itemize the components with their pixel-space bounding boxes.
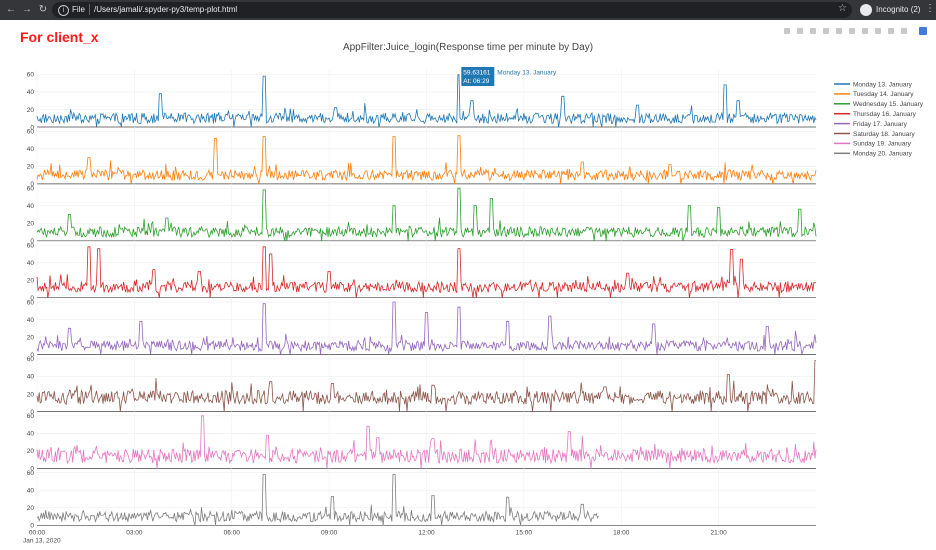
y-tick-label: 60 — [27, 129, 35, 136]
y-tick-label: 0 — [30, 352, 34, 359]
y-tick-label: 40 — [27, 431, 35, 438]
reset-axes-icon[interactable] — [860, 26, 870, 36]
incognito-label[interactable]: Incognito (2) — [876, 5, 921, 14]
y-tick-label: 20 — [27, 505, 35, 512]
y-tick-label: 20 — [27, 277, 35, 284]
x-tick-label: 18:00 — [613, 529, 630, 536]
x-axis-date-label: Jan 13, 2020 — [23, 537, 61, 544]
series-line[interactable] — [36, 74, 817, 128]
series-line[interactable] — [36, 246, 817, 298]
x-tick-label: 00:00 — [29, 529, 46, 536]
y-tick-label: 40 — [27, 260, 35, 267]
chart-title: AppFilter:Juice_login(Response time per … — [342, 42, 594, 53]
y-tick-label: 40 — [27, 89, 35, 96]
legend-item[interactable]: Tuesday 14. January — [853, 91, 914, 98]
reload-icon[interactable]: ↻ — [38, 4, 48, 15]
incognito-icon[interactable] — [860, 4, 872, 16]
y-tick-label: 40 — [27, 488, 35, 495]
y-tick-label: 0 — [30, 238, 34, 245]
y-tick-label: 0 — [30, 523, 34, 530]
x-tick-label: 21:00 — [710, 529, 727, 536]
legend-item[interactable]: Monday 13. January — [853, 81, 913, 88]
y-tick-label: 60 — [27, 185, 35, 192]
x-tick-label: 03:00 — [126, 529, 143, 536]
bookmark-star-icon[interactable]: ☆ — [838, 3, 847, 14]
hover-series-name: Monday 13. January — [497, 70, 557, 77]
x-tick-label: 15:00 — [516, 529, 533, 536]
hover-compare-icon[interactable] — [899, 26, 909, 36]
series-line[interactable] — [36, 301, 817, 355]
info-icon[interactable]: i — [58, 5, 69, 16]
plotly-logo-icon[interactable] — [918, 26, 928, 36]
hover-time: At: 06:29 — [463, 78, 489, 85]
client-label: For client_x — [20, 29, 99, 45]
url-divider — [89, 4, 90, 15]
legend-item[interactable]: Thursday 16. January — [853, 111, 917, 118]
series-line[interactable] — [36, 135, 817, 184]
series-line[interactable] — [36, 187, 817, 241]
x-tick-label: 12:00 — [418, 529, 435, 536]
hover-value: 59.63161 — [463, 70, 490, 77]
pan-icon[interactable] — [808, 26, 818, 36]
y-tick-label: 20 — [27, 107, 35, 114]
legend-item[interactable]: Sunday 19. January — [853, 141, 912, 148]
y-tick-label: 20 — [27, 221, 35, 228]
y-tick-label: 40 — [27, 317, 35, 324]
address-bar[interactable]: i File /Users/jamali/.spyder-py3/temp-pl… — [52, 2, 852, 18]
series-line[interactable] — [36, 360, 816, 412]
y-tick-label: 60 — [27, 470, 35, 477]
camera-icon[interactable] — [782, 26, 792, 36]
y-tick-label: 40 — [27, 203, 35, 210]
legend-item[interactable]: Wednesday 15. January — [853, 101, 924, 108]
y-tick-label: 60 — [27, 413, 35, 420]
menu-kebab-icon[interactable]: ⋮ — [925, 3, 935, 14]
y-tick-label: 60 — [27, 299, 35, 306]
y-tick-label: 0 — [30, 409, 34, 416]
hover-closest-icon[interactable] — [886, 26, 896, 36]
spike-lines-icon[interactable] — [873, 26, 883, 36]
x-tick-label: 06:00 — [224, 529, 241, 536]
legend-item[interactable]: Friday 17. January — [853, 121, 908, 128]
zoom-icon[interactable] — [795, 26, 805, 36]
legend-item[interactable]: Saturday 18. January — [853, 131, 916, 138]
y-tick-label: 0 — [30, 181, 34, 188]
y-tick-label: 60 — [27, 356, 35, 363]
y-tick-label: 60 — [27, 242, 35, 249]
y-tick-label: 40 — [27, 146, 35, 153]
zoom-out-icon[interactable] — [834, 26, 844, 36]
back-arrow-icon[interactable]: ← — [6, 4, 16, 15]
hover-label-box — [461, 67, 495, 86]
url-scheme-label: File — [72, 5, 85, 14]
y-tick-label: 20 — [27, 334, 35, 341]
url-path[interactable]: /Users/jamali/.spyder-py3/temp-plot.html — [94, 5, 238, 14]
y-tick-label: 0 — [30, 124, 34, 131]
y-tick-label: 20 — [27, 391, 35, 398]
legend-item[interactable]: Monday 20. January — [853, 151, 913, 158]
browser-toolbar: ← → ↻ i File /Users/jamali/.spyder-py3/t… — [0, 0, 936, 20]
zoom-in-icon[interactable] — [821, 26, 831, 36]
autoscale-icon[interactable] — [847, 26, 857, 36]
y-tick-label: 0 — [30, 466, 34, 473]
x-tick-label: 09:00 — [321, 529, 338, 536]
forward-arrow-icon[interactable]: → — [22, 4, 32, 15]
y-tick-label: 20 — [27, 164, 35, 171]
y-tick-label: 20 — [27, 448, 35, 455]
y-tick-label: 0 — [30, 295, 34, 302]
series-line[interactable] — [36, 415, 817, 469]
y-tick-label: 60 — [27, 72, 35, 79]
y-tick-label: 40 — [27, 374, 35, 381]
series-line[interactable] — [36, 473, 599, 526]
